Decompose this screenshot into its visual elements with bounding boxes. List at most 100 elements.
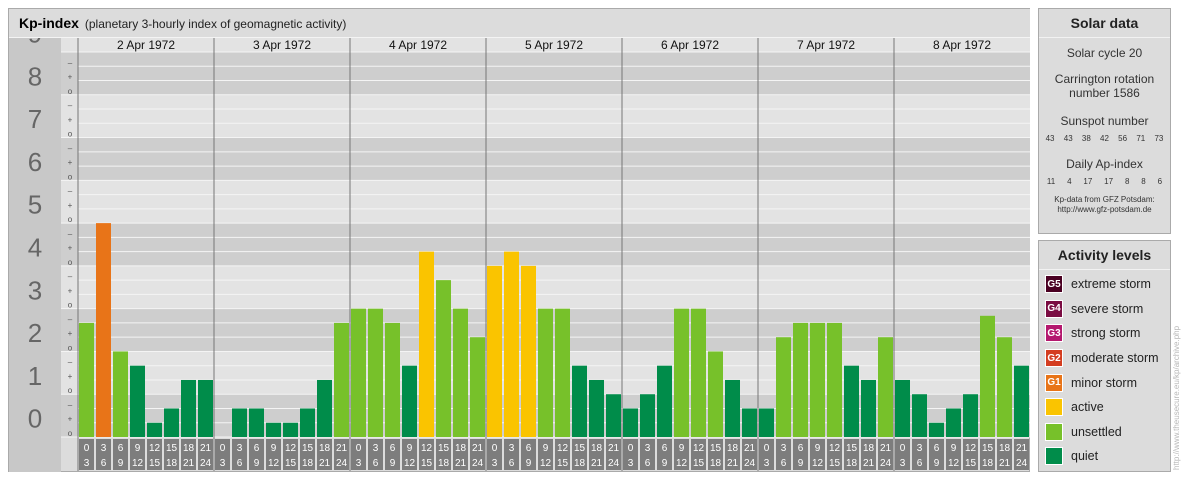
interval-cell <box>640 439 655 470</box>
interval-cell <box>708 439 723 470</box>
kp-bar <box>249 408 264 437</box>
kp-bar <box>113 351 128 437</box>
interval-end-label: 21 <box>727 458 739 469</box>
y-tick-label: 5 <box>28 190 42 220</box>
interval-end-label: 18 <box>166 458 178 469</box>
minor-tick-label: + <box>68 115 73 124</box>
interval-start-label: 15 <box>846 443 858 454</box>
sunspot-value: 73 <box>1154 134 1164 143</box>
interval-start-label: 21 <box>1016 443 1028 454</box>
credit-link[interactable]: http://www.gfz-potsdam.de <box>1057 205 1152 214</box>
interval-start-label: 12 <box>693 443 705 454</box>
kp-bar <box>963 394 978 437</box>
interval-end-label: 24 <box>200 458 212 469</box>
y-tick-label: 8 <box>28 61 42 91</box>
sunspot-value: 43 <box>1045 134 1055 143</box>
interval-end-label: 21 <box>999 458 1011 469</box>
day-label: 8 Apr 1972 <box>933 38 991 52</box>
interval-end-label: 6 <box>917 458 923 469</box>
minor-tick-label: o <box>68 130 73 139</box>
interval-end-label: 9 <box>798 458 804 469</box>
kp-band-0 <box>9 394 1030 437</box>
minor-tick-label: + <box>68 415 73 424</box>
kp-bar <box>470 337 485 437</box>
interval-start-label: 3 <box>101 443 107 454</box>
minor-tick-label: + <box>68 201 73 210</box>
interval-cell <box>674 439 689 470</box>
interval-start-label: 6 <box>254 443 260 454</box>
ap-value: 4 <box>1067 177 1072 186</box>
kp-band-5 <box>9 180 1030 224</box>
ap-title: Daily Ap-index <box>1066 157 1143 171</box>
interval-start-label: 0 <box>84 443 90 454</box>
kp-band-6 <box>9 137 1030 181</box>
interval-end-label: 15 <box>285 458 297 469</box>
interval-end-label: 3 <box>628 458 634 469</box>
ap-value: 17 <box>1104 177 1114 186</box>
kp-bar <box>1014 365 1029 437</box>
interval-end-label: 21 <box>863 458 875 469</box>
y-tick-label: 6 <box>28 147 42 177</box>
interval-start-label: 3 <box>781 443 787 454</box>
kp-bar <box>181 379 196 437</box>
kp-bar <box>96 223 111 437</box>
interval-end-label: 3 <box>900 458 906 469</box>
minor-tick-label: – <box>68 358 73 367</box>
interval-start-label: 9 <box>271 443 277 454</box>
minor-tick-label: – <box>68 229 73 238</box>
activity-level-item: G1 minor storm <box>1039 370 1170 395</box>
interval-cell <box>96 439 111 470</box>
interval-end-label: 12 <box>676 458 688 469</box>
interval-start-label: 21 <box>744 443 756 454</box>
minor-tick-label: o <box>68 301 73 310</box>
interval-cell <box>266 439 281 470</box>
interval-cell <box>623 439 638 470</box>
interval-cell <box>504 439 519 470</box>
level-swatch: G1 <box>1045 373 1063 392</box>
interval-cell <box>691 439 706 470</box>
kp-chart: o+–o+–o+–o+–o+–o+–o+–o+–o+–01234567892 A… <box>9 9 1030 472</box>
day-label: 2 Apr 1972 <box>117 38 175 52</box>
interval-cell <box>419 439 434 470</box>
solar-data-title: Solar data <box>1039 9 1170 38</box>
interval-start-label: 18 <box>863 443 875 454</box>
interval-start-label: 0 <box>764 443 770 454</box>
chart-subtitle: (planetary 3-hourly index of geomagnetic… <box>84 17 347 31</box>
kp-bar <box>895 379 910 437</box>
credit-line-1: Kp-data from GFZ Potsdam: <box>1054 195 1155 204</box>
interval-start-label: 15 <box>166 443 178 454</box>
interval-start-label: 18 <box>183 443 195 454</box>
ap-value: 17 <box>1083 177 1093 186</box>
interval-end-label: 6 <box>509 458 515 469</box>
sunspot-value: 42 <box>1100 134 1109 143</box>
kp-bar <box>521 265 536 437</box>
interval-cell <box>657 439 672 470</box>
interval-cell <box>810 439 825 470</box>
interval-cell <box>334 439 349 470</box>
y-tick-label: 2 <box>28 318 42 348</box>
interval-end-label: 12 <box>540 458 552 469</box>
kp-bar <box>623 408 638 437</box>
y-tick-label: 4 <box>28 233 42 263</box>
interval-cell <box>1014 439 1029 470</box>
interval-cell <box>368 439 383 470</box>
interval-start-label: 12 <box>421 443 433 454</box>
ap-value: 8 <box>1124 177 1130 186</box>
kp-bar <box>572 365 587 437</box>
interval-end-label: 21 <box>183 458 195 469</box>
interval-end-label: 9 <box>526 458 532 469</box>
minor-tick-label: – <box>68 187 73 196</box>
interval-end-label: 18 <box>982 458 994 469</box>
y-tick-label: 3 <box>28 275 42 305</box>
kp-bar <box>283 422 298 437</box>
minor-tick-label: + <box>68 244 73 253</box>
interval-cell <box>912 439 927 470</box>
day-label: 7 Apr 1972 <box>797 38 855 52</box>
y-tick-label: 0 <box>28 404 42 434</box>
interval-end-label: 15 <box>557 458 569 469</box>
kp-bar <box>351 308 366 437</box>
y-tick-label: 7 <box>28 104 42 134</box>
kp-bar <box>334 322 349 437</box>
kp-band-4 <box>9 223 1030 266</box>
interval-end-label: 6 <box>373 458 379 469</box>
